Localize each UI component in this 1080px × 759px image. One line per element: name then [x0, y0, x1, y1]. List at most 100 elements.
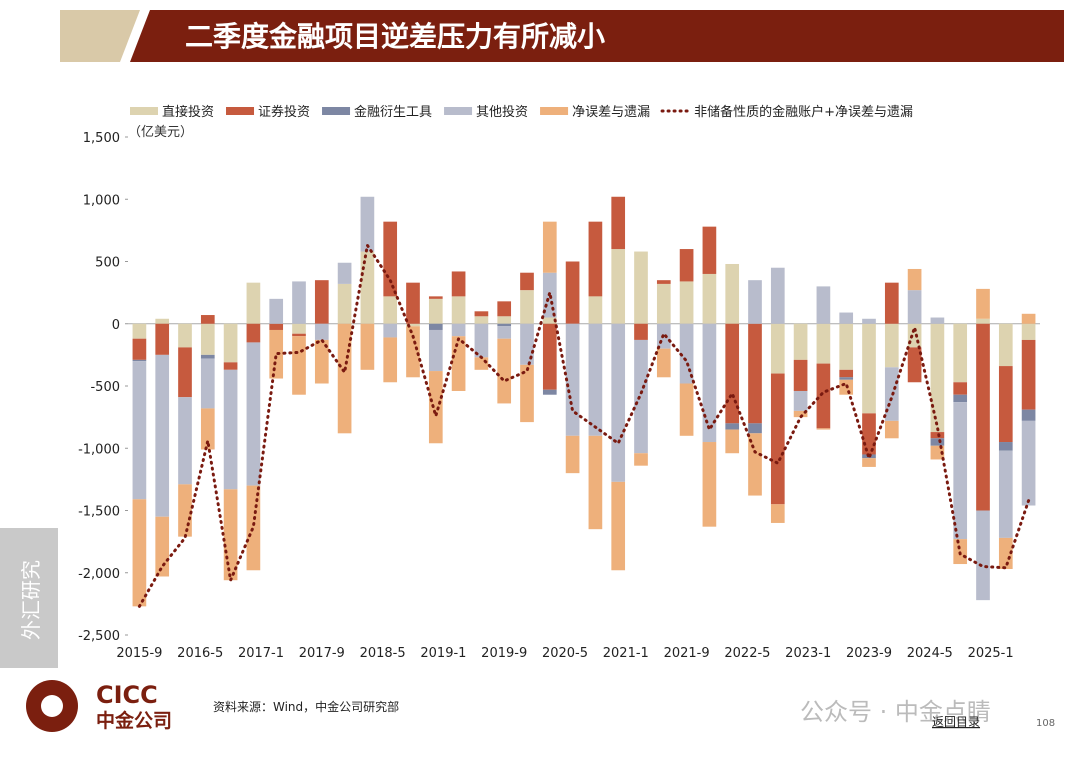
bar	[839, 323, 854, 370]
bar	[976, 318, 990, 324]
logo-en: CICC	[96, 681, 158, 709]
bar	[1021, 323, 1036, 340]
bar	[702, 442, 717, 527]
bar	[884, 420, 899, 439]
x-tick-label: 2021-9	[664, 646, 710, 661]
bar	[292, 333, 306, 337]
bar	[200, 315, 215, 324]
y-tick-label: 1,000	[83, 193, 120, 208]
bar	[839, 377, 854, 380]
y-tick-label: -2,500	[78, 629, 120, 644]
bar	[565, 435, 580, 474]
bar	[520, 290, 534, 324]
bar	[1021, 339, 1036, 410]
side-tag-bg	[0, 528, 58, 668]
bar	[497, 301, 512, 317]
x-tick-label: 2019-9	[481, 646, 527, 661]
bar	[656, 348, 671, 378]
bar	[816, 363, 831, 429]
bar	[611, 481, 626, 571]
x-tick-label: 2018-5	[360, 646, 406, 661]
bar	[702, 323, 717, 443]
bar	[930, 445, 945, 460]
bar	[428, 296, 443, 299]
line	[137, 241, 1031, 608]
bar	[132, 361, 147, 500]
bar	[770, 373, 785, 505]
bar	[542, 317, 557, 324]
bar	[611, 196, 626, 250]
bar	[839, 369, 854, 378]
bar	[702, 273, 717, 324]
bar	[360, 323, 375, 370]
bar	[520, 364, 534, 423]
bar	[246, 485, 261, 571]
bar	[588, 323, 603, 436]
bar	[155, 318, 170, 324]
bar	[1021, 313, 1036, 324]
bar	[953, 382, 968, 395]
logo-mark-inner	[41, 695, 63, 717]
legend-swatch	[226, 107, 255, 115]
bar	[976, 510, 990, 601]
bar	[542, 323, 557, 390]
y-tick-label: -2,000	[78, 567, 120, 582]
bar	[976, 288, 990, 319]
legend-label: 直接投资	[162, 104, 214, 120]
plot: -2,500 -2,000 -1,500 -1,000 -500 0 500 1,000 1,5…	[78, 104, 1040, 661]
page-number: 108	[1036, 718, 1055, 729]
bar	[634, 453, 648, 466]
bar	[884, 282, 899, 324]
bar	[520, 323, 534, 365]
bar	[565, 261, 580, 324]
bar	[588, 435, 603, 530]
bar	[748, 323, 762, 424]
bar	[451, 336, 466, 391]
bar	[930, 323, 945, 433]
bar	[474, 311, 489, 317]
bar	[269, 298, 284, 324]
legend-label: 其他投资	[476, 104, 528, 120]
bar	[953, 402, 968, 540]
bar	[862, 458, 876, 467]
bar	[634, 251, 648, 324]
bar	[998, 442, 1013, 451]
bar	[793, 410, 808, 418]
bar	[839, 312, 854, 324]
bar	[428, 298, 443, 324]
bar	[770, 504, 785, 523]
bar	[451, 296, 466, 324]
x-tick-label: 2022-5	[724, 646, 770, 661]
bar	[953, 394, 968, 403]
bar	[132, 338, 147, 360]
bar	[907, 347, 922, 383]
bar	[314, 323, 329, 340]
bar	[314, 339, 329, 384]
bar	[178, 397, 192, 485]
bar	[337, 262, 352, 284]
bar	[930, 317, 945, 324]
bar	[748, 433, 762, 496]
bar	[748, 280, 762, 324]
bar	[474, 323, 489, 358]
legend-label: 净误差与遗漏	[572, 104, 650, 120]
bar	[907, 268, 922, 291]
bar	[406, 282, 420, 324]
bar	[930, 438, 945, 446]
bar	[451, 271, 466, 297]
y-tick-label: 0	[112, 318, 120, 333]
bar	[862, 318, 876, 324]
bar	[953, 323, 968, 383]
bar	[702, 226, 717, 274]
bar	[155, 516, 170, 577]
side-tag: 外汇研究	[19, 560, 43, 640]
bar	[998, 366, 1013, 443]
bar	[223, 369, 238, 490]
y-tick-label: -1,500	[78, 505, 120, 520]
x-tick-label: 2016-5	[177, 646, 223, 661]
bar	[725, 429, 740, 454]
back-link[interactable]: 返回目录	[932, 715, 980, 729]
bar	[428, 323, 443, 330]
bar	[725, 323, 740, 424]
